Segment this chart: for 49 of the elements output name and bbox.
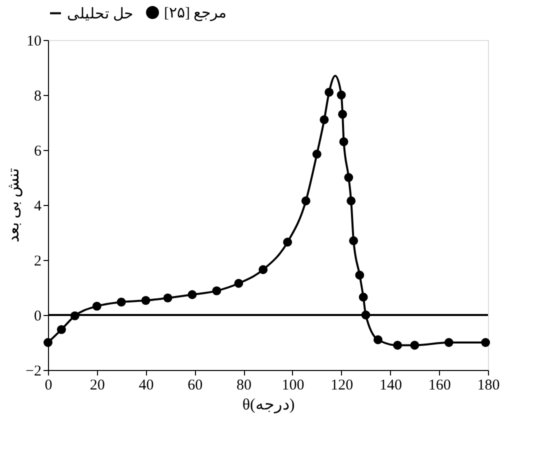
x-tick-label: 60 bbox=[188, 378, 203, 394]
y-tick-label: 10 bbox=[26, 34, 42, 50]
point bbox=[188, 290, 197, 300]
x-axis-title: θ(درجه) bbox=[242, 396, 295, 414]
x-tick-label: 120 bbox=[330, 378, 354, 394]
point bbox=[346, 196, 356, 206]
point bbox=[163, 293, 172, 302]
point bbox=[234, 278, 244, 288]
point bbox=[116, 298, 126, 307]
y-axis-title: تنش بی بعد bbox=[6, 168, 23, 242]
point bbox=[349, 236, 358, 246]
point bbox=[355, 270, 364, 280]
y-tick-label: 6 bbox=[34, 144, 42, 160]
point bbox=[141, 296, 150, 305]
point bbox=[44, 338, 52, 347]
point bbox=[312, 150, 322, 159]
y-tick-label: 4 bbox=[34, 198, 42, 214]
point bbox=[92, 302, 102, 311]
point bbox=[481, 338, 490, 347]
y-tick-label: 0 bbox=[34, 308, 42, 324]
point bbox=[410, 340, 420, 350]
point bbox=[56, 325, 66, 334]
point bbox=[283, 238, 292, 247]
legend-label: مرجع [۲۵] bbox=[164, 6, 227, 22]
point bbox=[339, 137, 348, 146]
point bbox=[258, 265, 268, 274]
x-tick-label: 100 bbox=[282, 378, 304, 394]
point bbox=[324, 88, 334, 97]
x-tick-label: 80 bbox=[236, 378, 252, 394]
y-tick-label: 2 bbox=[34, 254, 42, 270]
point bbox=[344, 173, 354, 182]
x-tick-label: 160 bbox=[428, 378, 451, 394]
point bbox=[444, 338, 454, 347]
point bbox=[336, 90, 346, 100]
legend-label: حل تحلیلی bbox=[67, 6, 133, 22]
point bbox=[374, 335, 382, 344]
point bbox=[301, 196, 310, 206]
x-tick-label: 180 bbox=[477, 378, 500, 394]
point bbox=[338, 110, 348, 119]
x-tick-label: 40 bbox=[138, 378, 154, 394]
y-tick-label: 8 bbox=[34, 88, 42, 104]
x-tick-label: 20 bbox=[90, 378, 105, 394]
x-tick-label: 140 bbox=[379, 378, 402, 394]
point bbox=[358, 292, 368, 302]
y-tick-label: −2 bbox=[26, 364, 42, 380]
x-tick-label: 0 bbox=[44, 378, 52, 394]
point bbox=[320, 115, 329, 124]
point bbox=[393, 340, 402, 350]
point bbox=[212, 286, 222, 296]
